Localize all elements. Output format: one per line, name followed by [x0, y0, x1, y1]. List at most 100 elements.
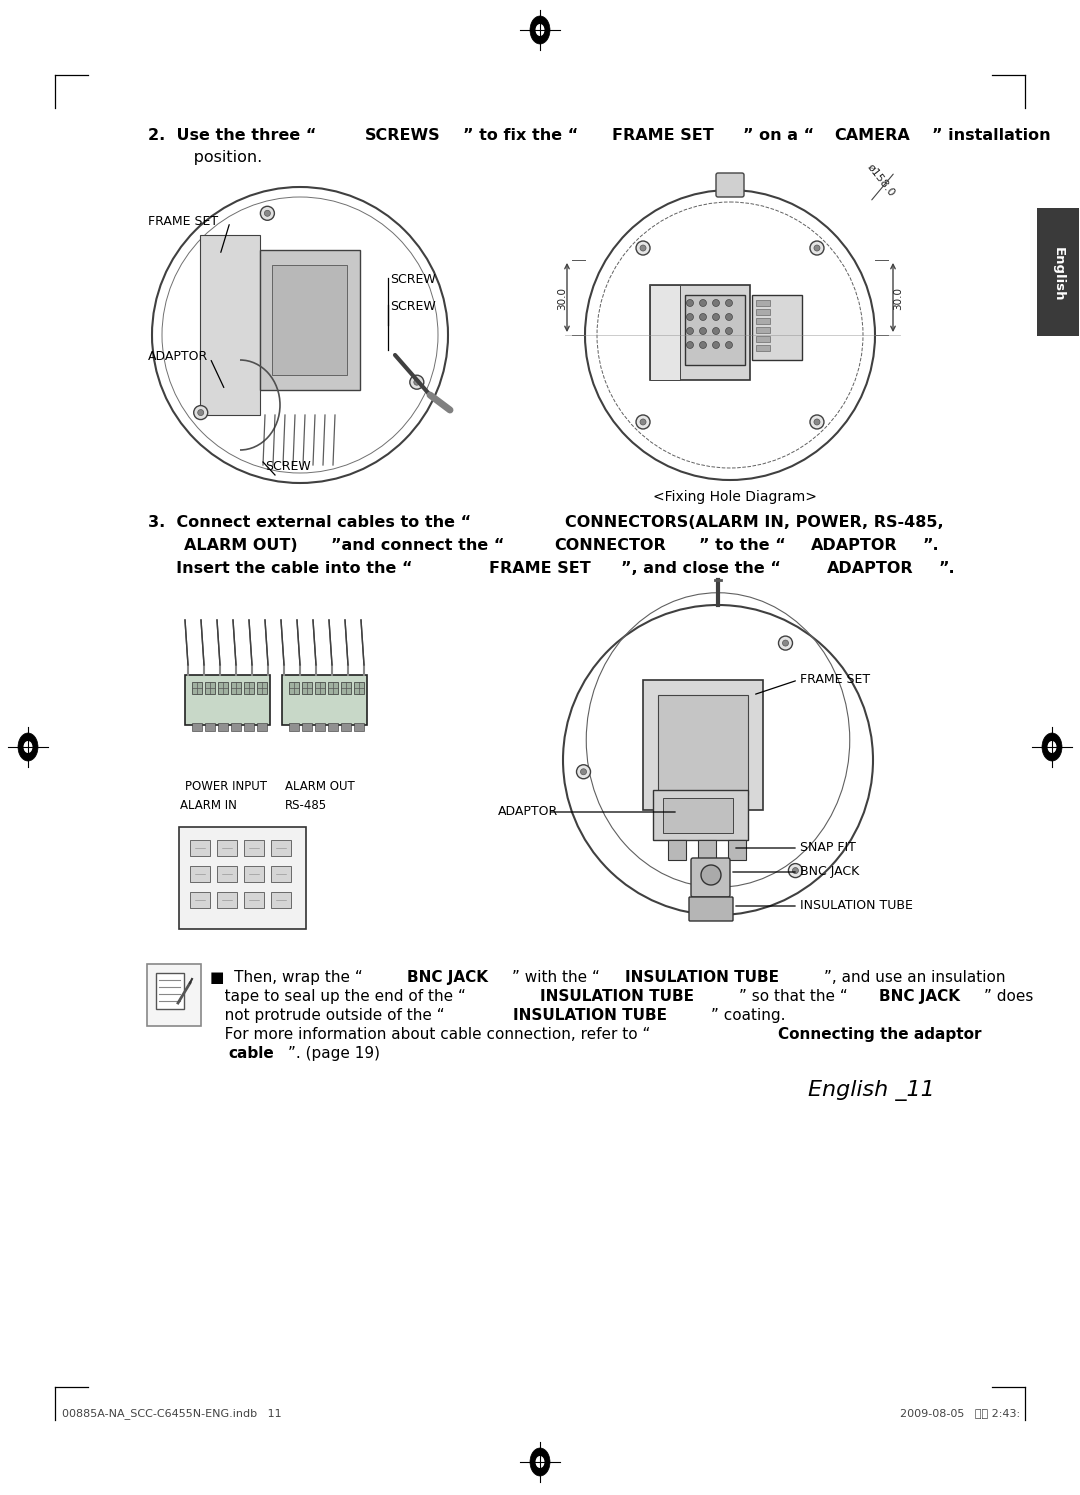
FancyBboxPatch shape — [244, 724, 254, 731]
Text: not protrude outside of the “: not protrude outside of the “ — [210, 1008, 445, 1023]
Text: ” on a “: ” on a “ — [743, 129, 814, 144]
FancyBboxPatch shape — [302, 724, 312, 731]
FancyBboxPatch shape — [658, 695, 748, 795]
FancyBboxPatch shape — [218, 682, 228, 694]
Text: SCREWS: SCREWS — [365, 129, 441, 144]
Circle shape — [713, 327, 719, 335]
FancyBboxPatch shape — [289, 724, 299, 731]
Text: FRAME SET: FRAME SET — [148, 215, 218, 229]
Text: 30.0: 30.0 — [557, 287, 567, 309]
FancyBboxPatch shape — [354, 682, 364, 694]
FancyBboxPatch shape — [205, 682, 215, 694]
Text: FRAME SET: FRAME SET — [800, 673, 870, 686]
Text: FRAME SET: FRAME SET — [489, 561, 591, 576]
FancyBboxPatch shape — [217, 866, 237, 882]
FancyBboxPatch shape — [689, 897, 733, 921]
Circle shape — [640, 245, 646, 251]
FancyBboxPatch shape — [205, 724, 215, 731]
FancyBboxPatch shape — [643, 680, 762, 810]
FancyBboxPatch shape — [315, 724, 325, 731]
Circle shape — [636, 241, 650, 256]
Circle shape — [700, 314, 706, 320]
FancyBboxPatch shape — [756, 309, 770, 315]
Text: ø158.0: ø158.0 — [865, 161, 896, 197]
FancyBboxPatch shape — [341, 724, 351, 731]
Circle shape — [726, 299, 732, 306]
FancyBboxPatch shape — [650, 286, 680, 380]
Text: SCREW: SCREW — [390, 300, 435, 312]
FancyBboxPatch shape — [756, 327, 770, 333]
FancyBboxPatch shape — [200, 235, 260, 416]
Text: ALARM IN: ALARM IN — [180, 798, 237, 812]
FancyBboxPatch shape — [244, 893, 264, 907]
Text: CONNECTORS(ALARM IN, POWER, RS-485,: CONNECTORS(ALARM IN, POWER, RS-485, — [565, 514, 944, 531]
Text: English _11: English _11 — [808, 1079, 935, 1100]
Text: ”, and use an insulation: ”, and use an insulation — [824, 970, 1005, 985]
Text: CONNECTOR: CONNECTOR — [555, 538, 666, 553]
FancyBboxPatch shape — [716, 173, 744, 197]
Ellipse shape — [18, 733, 38, 761]
Ellipse shape — [530, 16, 550, 43]
FancyBboxPatch shape — [192, 724, 202, 731]
Text: ADAPTOR: ADAPTOR — [148, 350, 208, 363]
Circle shape — [198, 410, 204, 416]
FancyBboxPatch shape — [190, 840, 210, 857]
Text: ” to the “: ” to the “ — [699, 538, 785, 553]
FancyBboxPatch shape — [271, 866, 291, 882]
Text: ADAPTOR: ADAPTOR — [811, 538, 897, 553]
Circle shape — [687, 299, 693, 306]
Text: ” so that the “: ” so that the “ — [739, 990, 848, 1005]
FancyBboxPatch shape — [231, 682, 241, 694]
FancyBboxPatch shape — [244, 840, 264, 857]
Text: ” coating.: ” coating. — [712, 1008, 786, 1023]
FancyBboxPatch shape — [669, 840, 686, 860]
Circle shape — [814, 419, 820, 425]
Text: ■  Then, wrap the “: ■ Then, wrap the “ — [210, 970, 363, 985]
Text: ADAPTOR: ADAPTOR — [498, 804, 558, 818]
Text: cable: cable — [229, 1046, 274, 1061]
Circle shape — [726, 341, 732, 348]
FancyBboxPatch shape — [1037, 208, 1079, 336]
Circle shape — [409, 375, 423, 389]
Text: SNAP FIT: SNAP FIT — [800, 842, 855, 854]
Text: ”, and close the “: ”, and close the “ — [621, 561, 781, 576]
Text: 2.  Use the three “: 2. Use the three “ — [148, 129, 316, 144]
FancyBboxPatch shape — [302, 682, 312, 694]
Circle shape — [700, 327, 706, 335]
FancyBboxPatch shape — [315, 682, 325, 694]
Circle shape — [701, 866, 721, 885]
Circle shape — [581, 768, 586, 774]
Text: <Fixing Hole Diagram>: <Fixing Hole Diagram> — [653, 490, 816, 504]
Text: 00885A-NA_SCC-C6455N-ENG.indb   11: 00885A-NA_SCC-C6455N-ENG.indb 11 — [62, 1408, 282, 1419]
FancyBboxPatch shape — [272, 265, 347, 375]
FancyBboxPatch shape — [217, 840, 237, 857]
Circle shape — [779, 635, 793, 650]
Text: RS-485: RS-485 — [285, 798, 327, 812]
FancyBboxPatch shape — [271, 893, 291, 907]
Circle shape — [700, 341, 706, 348]
Text: Connecting the adaptor: Connecting the adaptor — [779, 1027, 982, 1042]
FancyBboxPatch shape — [192, 682, 202, 694]
Ellipse shape — [536, 1456, 544, 1467]
Circle shape — [577, 765, 591, 779]
FancyBboxPatch shape — [190, 893, 210, 907]
Circle shape — [193, 405, 207, 420]
Circle shape — [713, 314, 719, 320]
FancyBboxPatch shape — [190, 866, 210, 882]
Circle shape — [260, 206, 274, 220]
FancyBboxPatch shape — [217, 893, 237, 907]
FancyBboxPatch shape — [257, 682, 267, 694]
Circle shape — [788, 864, 802, 878]
Text: POWER INPUT: POWER INPUT — [185, 780, 267, 792]
FancyBboxPatch shape — [685, 295, 745, 365]
FancyBboxPatch shape — [341, 682, 351, 694]
Text: CAMERA: CAMERA — [835, 129, 910, 144]
FancyBboxPatch shape — [147, 964, 201, 1026]
Circle shape — [636, 416, 650, 429]
Text: Insert the cable into the “: Insert the cable into the “ — [148, 561, 413, 576]
FancyBboxPatch shape — [260, 250, 360, 390]
Text: position.: position. — [168, 150, 262, 164]
Text: ” to fix the “: ” to fix the “ — [463, 129, 578, 144]
FancyBboxPatch shape — [257, 724, 267, 731]
FancyBboxPatch shape — [756, 300, 770, 306]
